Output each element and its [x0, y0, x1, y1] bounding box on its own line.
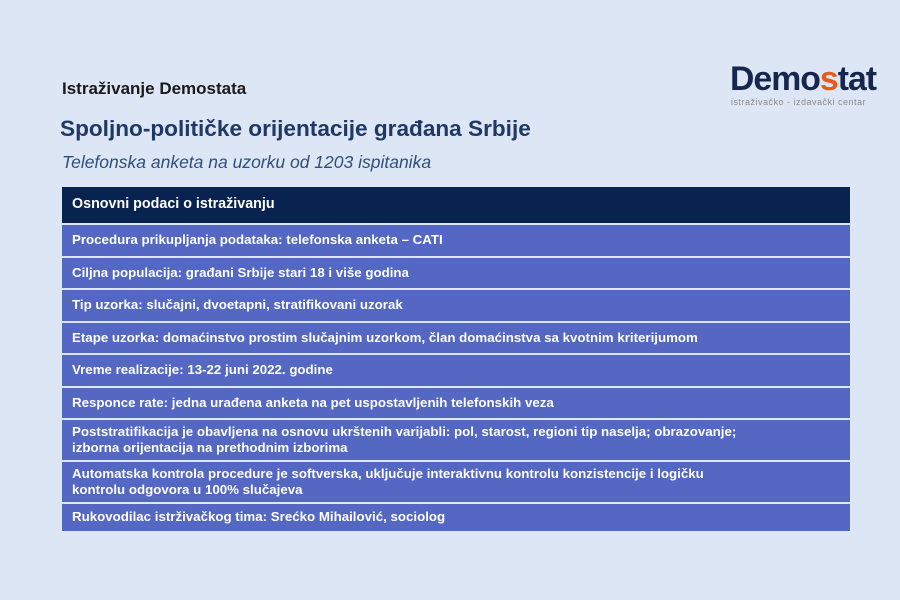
- svg-text:istraživačko - izdavački cent: istraživačko - izdavački centar: [731, 97, 866, 107]
- svg-text:Demostat: Demostat: [730, 60, 877, 98]
